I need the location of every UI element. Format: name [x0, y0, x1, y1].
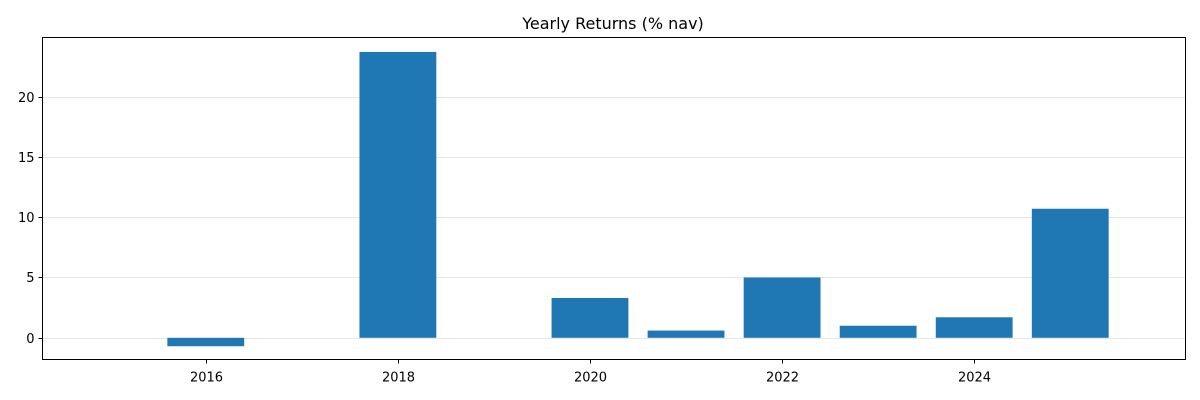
bar-2024: [935, 317, 1013, 338]
bars: [167, 51, 1109, 347]
bar-2021: [647, 330, 725, 338]
y-tick-label: 15: [18, 151, 35, 166]
bar-2022: [743, 277, 821, 338]
gridlines: [42, 97, 1186, 339]
bar-2016: [167, 337, 245, 347]
y-tick-label: 5: [26, 271, 34, 286]
x-tick-label: 2024: [958, 371, 991, 386]
y-tick-label: 10: [18, 211, 35, 226]
bar-2025: [1031, 208, 1109, 338]
bar-2020: [551, 297, 629, 338]
x-tick-label: 2018: [382, 371, 415, 386]
x-tick-label: 2020: [574, 371, 607, 386]
chart-title: Yearly Returns (% nav): [521, 14, 704, 33]
plot-frame: [42, 37, 1186, 360]
x-tick-label: 2022: [766, 371, 799, 386]
x-axis: 2016 2018 2020 2022 2024: [190, 359, 991, 386]
x-tick-label: 2016: [190, 371, 223, 386]
bar-2023: [839, 325, 917, 338]
y-axis: 0 5 10 15 20: [18, 91, 43, 347]
bar-2018: [359, 51, 437, 338]
y-tick-label: 20: [18, 91, 35, 106]
y-tick-label: 0: [26, 332, 34, 347]
